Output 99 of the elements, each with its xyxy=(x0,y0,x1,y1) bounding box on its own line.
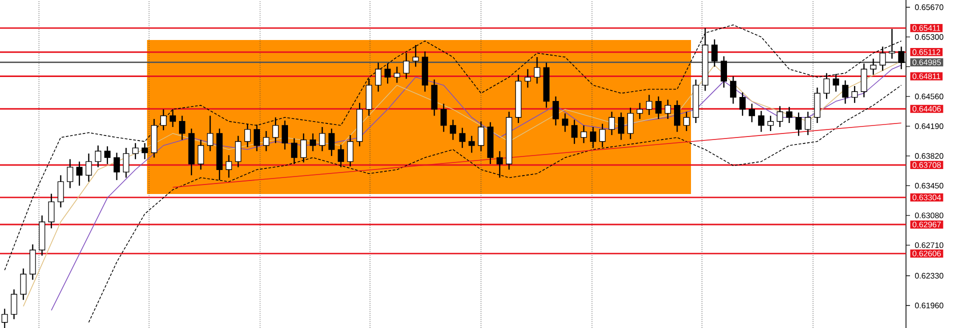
candlestick xyxy=(618,112,624,140)
y-tick-label: 0.61960 xyxy=(915,302,944,308)
candlestick xyxy=(636,102,643,120)
candlestick xyxy=(282,120,288,150)
candlestick xyxy=(478,120,484,152)
candlestick xyxy=(58,174,64,208)
candlestick xyxy=(328,128,335,157)
candlestick xyxy=(235,135,242,168)
y-tick-label: 0.64190 xyxy=(915,123,944,130)
candlestick xyxy=(674,100,680,132)
candlestick xyxy=(104,146,111,165)
candlestick xyxy=(375,62,382,92)
candlestick xyxy=(76,160,83,186)
candlestick xyxy=(291,138,298,165)
candlestick xyxy=(870,58,876,76)
ref-line-label: 0.64406 xyxy=(912,106,941,112)
y-tick-label: 0.62710 xyxy=(915,242,944,248)
candlestick xyxy=(412,44,419,68)
candlestick xyxy=(888,28,896,60)
candlestick xyxy=(142,142,148,160)
y-tick-label: 0.65670 xyxy=(915,4,944,10)
candlestick xyxy=(122,147,130,178)
candlestick xyxy=(832,73,840,92)
candlestick xyxy=(48,193,55,229)
candlestick xyxy=(10,288,18,320)
candlestick xyxy=(646,94,652,116)
candlestick xyxy=(683,111,690,132)
candlestick xyxy=(263,130,270,152)
candlestick xyxy=(655,96,662,120)
candlestick xyxy=(319,126,326,152)
candlestick xyxy=(562,112,568,132)
candlestick xyxy=(804,111,812,136)
y-tick-label: 0.65300 xyxy=(915,34,944,40)
candlestick xyxy=(748,103,756,123)
candlestick xyxy=(347,134,354,168)
candlestick xyxy=(534,56,540,84)
candlestick xyxy=(310,132,316,152)
candlestick xyxy=(178,115,186,140)
candlestick xyxy=(198,139,204,170)
candlestick xyxy=(720,56,727,88)
candlestick xyxy=(786,106,792,124)
ref-line-label: 0.63708 xyxy=(912,162,941,168)
candlestick xyxy=(114,152,120,181)
candlestick xyxy=(244,123,251,148)
ref-line-label: 0.62606 xyxy=(912,250,941,256)
candlestick xyxy=(394,66,400,84)
y-tick-label: 0.63080 xyxy=(915,212,944,218)
candlestick xyxy=(758,110,764,132)
candlestick xyxy=(739,92,746,116)
candlestick xyxy=(580,124,587,144)
candlestick xyxy=(795,112,802,136)
candlestick xyxy=(384,62,391,84)
candlestick xyxy=(664,99,671,120)
candlestick xyxy=(403,52,410,80)
candlestick xyxy=(450,119,456,140)
candlestick xyxy=(94,144,102,168)
candlestick xyxy=(842,80,848,104)
candlestick xyxy=(851,85,858,104)
candlestick xyxy=(160,108,167,131)
candlestick xyxy=(552,96,559,126)
candlestick xyxy=(66,158,74,189)
candlestick xyxy=(2,308,8,328)
candlestick xyxy=(86,152,92,182)
candlestick xyxy=(524,68,531,88)
ref-line-label: 0.65112 xyxy=(912,49,940,55)
candlestick xyxy=(608,111,615,136)
candlestick xyxy=(170,108,176,128)
candlestick xyxy=(767,115,774,132)
candlestick xyxy=(571,119,578,145)
candlestick xyxy=(338,144,344,168)
candlestick xyxy=(132,142,139,160)
ref-line-label: 0.62967 xyxy=(912,222,941,228)
candlestick xyxy=(226,154,232,178)
candlestick xyxy=(272,116,279,144)
candlestick xyxy=(776,106,784,128)
ref-line-label: 0.63304 xyxy=(912,194,941,200)
candlestick xyxy=(459,127,466,149)
ref-line-label: 0.64985 xyxy=(912,59,941,66)
y-tick-label: 0.62330 xyxy=(915,272,944,279)
candlestick xyxy=(823,72,830,100)
candlestick xyxy=(860,62,868,98)
y-tick-label: 0.64560 xyxy=(915,94,944,100)
candlestick xyxy=(20,268,26,300)
candlestick xyxy=(599,123,606,148)
ref-line-label: 0.64811 xyxy=(912,73,940,80)
candlestick xyxy=(627,107,634,140)
candlestick xyxy=(590,126,596,149)
candlestick xyxy=(880,46,886,72)
candlestick xyxy=(440,103,447,132)
candlestick xyxy=(711,38,718,68)
y-tick-label: 0.63450 xyxy=(915,182,944,189)
candlestick xyxy=(300,132,307,163)
candlestick xyxy=(468,135,475,154)
candlestick xyxy=(730,76,736,104)
candlestick xyxy=(496,150,503,178)
candlestick xyxy=(207,115,214,152)
candlestick xyxy=(254,124,260,152)
ref-line-label: 0.65411 xyxy=(912,25,940,31)
y-tick-label: 0.63820 xyxy=(915,153,944,159)
